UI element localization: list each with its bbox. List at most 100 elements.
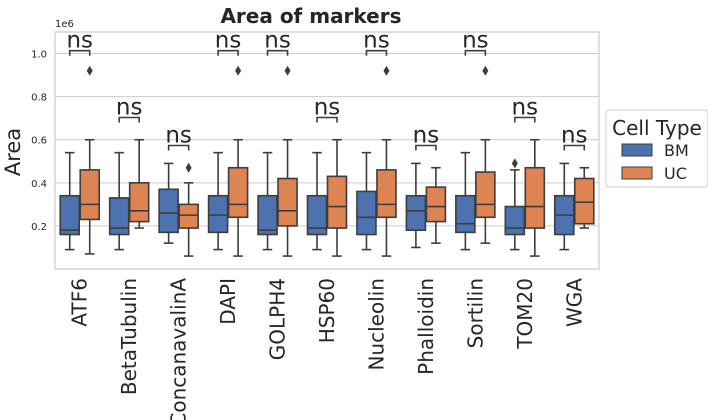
significance-label: ns [116, 94, 143, 120]
iqr-box [455, 194, 476, 234]
iqr-box [178, 203, 199, 229]
iqr-box [306, 194, 328, 236]
iqr-box [257, 194, 278, 236]
box-bm-nucleolin [356, 151, 377, 251]
significance-label: ns [314, 94, 341, 120]
box-uc-concanavalina [178, 162, 199, 257]
outlier-marker [185, 162, 192, 173]
significance-label: ns [561, 123, 588, 149]
iqr-box [207, 194, 229, 234]
box-bm-dapi [207, 151, 229, 251]
x-tick-label-tom20: TOM20 [513, 278, 537, 350]
y-axis-offset-text: 1e6 [55, 19, 74, 30]
iqr-box [524, 166, 546, 229]
outlier-marker [284, 65, 291, 76]
significance-label: ns [413, 123, 440, 149]
box-uc-nucleolin [376, 65, 397, 257]
outlier-marker [383, 65, 390, 76]
box-bm-tom20 [504, 158, 526, 251]
box-bm-concanavalina [158, 162, 179, 244]
iqr-box [405, 194, 427, 232]
significance-wga: ns [561, 123, 588, 151]
x-tick-label-wga: WGA [562, 278, 586, 327]
box-uc-dapi [227, 65, 249, 257]
x-tick-label-atf6: ATF6 [68, 278, 92, 327]
iqr-box [227, 166, 249, 219]
legend-swatch-uc [621, 166, 653, 180]
iqr-box [356, 190, 377, 236]
box-uc-hsp60 [326, 138, 348, 257]
legend-title: Cell Type [612, 116, 702, 140]
significance-tom20: ns [512, 94, 539, 123]
x-tick-label-betatubulin: BetaTubulin [117, 278, 141, 395]
iqr-box [573, 177, 595, 225]
box-uc-sortilin [475, 65, 496, 244]
box-bm-atf6 [59, 151, 81, 251]
outlier-marker [86, 65, 93, 76]
iqr-box [79, 169, 101, 221]
box-bm-golph4 [257, 151, 278, 251]
iqr-box [376, 169, 397, 219]
y-tick-label: 0.2 [31, 222, 47, 233]
significance-label: ns [165, 123, 192, 149]
significance-bracket [118, 116, 140, 123]
x-tick-label-phalloidin: Phalloidin [414, 278, 438, 375]
y-tick-label: 0.6 [31, 136, 47, 147]
y-tick-label: 1.0 [31, 50, 47, 61]
significance-hsp60: ns [314, 94, 341, 123]
significance-bracket [167, 144, 190, 151]
box-bm-sortilin [455, 151, 476, 251]
outlier-marker [511, 158, 518, 169]
box-uc-phalloidin [425, 166, 447, 244]
x-tick-label-golph4: GOLPH4 [266, 278, 290, 360]
significance-betatubulin: ns [116, 94, 143, 123]
box-bm-hsp60 [306, 151, 328, 251]
y-tick-label: 0.8 [31, 93, 47, 104]
significance-bracket [365, 49, 388, 56]
significance-bracket [68, 49, 91, 56]
iqr-box [158, 188, 179, 234]
outlier-marker [235, 65, 242, 76]
box-uc-betatubulin [128, 138, 150, 229]
plot-frame [54, 31, 600, 270]
iqr-box [128, 182, 150, 223]
iqr-box [326, 175, 348, 229]
box-bm-phalloidin [405, 162, 427, 249]
legend-label-bm: BM [664, 141, 689, 160]
legend-label-uc: UC [664, 164, 687, 183]
box-bm-betatubulin [108, 151, 130, 251]
chart-title: Area of markers [220, 4, 401, 28]
significance-bracket [415, 144, 437, 151]
significance-bracket [316, 116, 338, 123]
boxes [59, 65, 595, 257]
significance-label: ns [512, 94, 539, 120]
box-bm-wga [553, 162, 575, 251]
iqr-box [475, 171, 496, 219]
iqr-box [59, 194, 81, 236]
y-axis-label: Area [1, 128, 25, 176]
significance-bracket [464, 49, 487, 56]
iqr-box [504, 205, 526, 236]
significance-concanavalina: ns [165, 123, 192, 151]
x-tick-label-hsp60: HSP60 [315, 278, 339, 343]
significance-phalloidin: ns [413, 123, 440, 151]
axes: 0.2 0.4 0.6 0.8 1.0 ATF6 BetaTubulin Concanaval… [31, 31, 600, 420]
significance-bracket [514, 116, 536, 123]
iqr-box [425, 186, 447, 223]
x-tick-label-sortilin: Sortilin [463, 278, 487, 348]
significance-bracket [563, 144, 586, 151]
box-uc-tom20 [524, 138, 546, 257]
x-tick-label-dapi: DAPI [216, 278, 240, 325]
significance-bracket [266, 49, 289, 56]
iqr-box [277, 177, 298, 227]
legend: Cell Type BM UC [605, 109, 708, 188]
box-uc-atf6 [79, 65, 101, 255]
box-uc-golph4 [277, 65, 298, 257]
x-tick-label-nucleolin: Nucleolin [364, 278, 388, 371]
x-tick-label-concanavalina: ConcanavalinA [167, 278, 191, 420]
y-tick-label: 0.4 [31, 179, 47, 190]
box-uc-wga [573, 166, 595, 229]
outlier-marker [482, 65, 489, 76]
